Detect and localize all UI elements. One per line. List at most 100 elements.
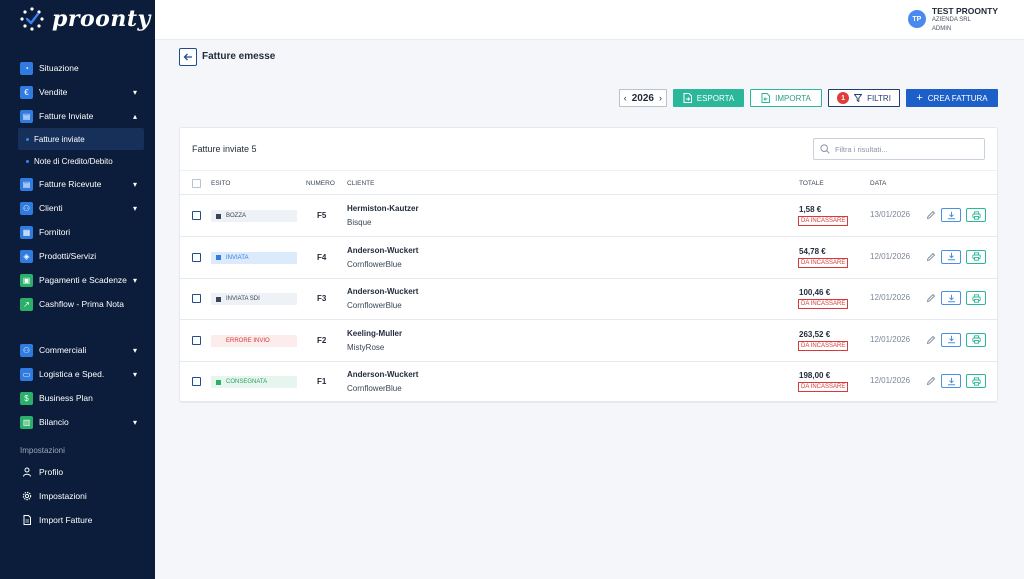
row-checkbox[interactable] [192, 294, 201, 303]
status-badge: ERRORE INVIO [211, 334, 297, 347]
sidebar-item-label: Situazione [39, 63, 79, 73]
sidebar-item-clienti[interactable]: ⚇ Clienti ▾ [0, 196, 155, 220]
payment-status-tag: DA INCASSARE [798, 216, 849, 226]
edit-button[interactable] [925, 334, 937, 346]
sidebar-subitem-fatture-inviate[interactable]: Fatture inviate [18, 128, 144, 150]
download-button[interactable] [941, 291, 961, 305]
sidebar-subitem-note-di-credito-debito[interactable]: Note di Credito/Debito [0, 150, 155, 172]
print-button[interactable] [966, 332, 986, 347]
sidebar-item-label: Prodotti/Servizi [39, 251, 97, 261]
user-menu[interactable]: TP TEST PROONTY AZIENDA SRL ADMIN [907, 6, 998, 34]
sidebar-item-situazione[interactable]: ◔ Situazione [0, 56, 155, 80]
filter-button[interactable]: 1 FILTRI [828, 89, 900, 107]
sidebar-spacer [0, 316, 155, 338]
chevron-icon: ▾ [132, 345, 137, 355]
create-invoice-button[interactable]: + CREA FATTURA [906, 89, 998, 107]
print-button[interactable] [966, 208, 986, 222]
select-all-checkbox[interactable] [192, 179, 201, 188]
client-name[interactable]: Keeling-Muller [347, 328, 403, 338]
sidebar-item-label: Fornitori [39, 227, 71, 237]
table-row[interactable]: ERRORE INVIO F2 Keeling-Muller MistyRose 263… [180, 320, 997, 362]
export-button[interactable]: ESPORTA [673, 89, 744, 107]
sidebar-item-profilo[interactable]: Profilo [0, 460, 155, 484]
clipboard-icon: ▥ [20, 415, 33, 429]
header-cliente: CLIENTE [347, 180, 375, 187]
print-button[interactable] [966, 249, 986, 264]
row-checkbox[interactable] [192, 377, 201, 386]
import-button[interactable]: IMPORTA [750, 89, 822, 107]
edit-button[interactable] [925, 292, 937, 304]
row-checkbox[interactable] [192, 252, 201, 262]
print-button[interactable] [966, 291, 986, 305]
chevron-icon: ▾ [132, 179, 137, 189]
pencil-icon [926, 210, 936, 220]
table-count: 5 [251, 144, 257, 154]
row-checkbox[interactable] [192, 335, 201, 345]
table-row[interactable]: INVIATA SDI F3 Anderson-Wuckert CornflowerB… [180, 278, 997, 320]
edit-button[interactable] [925, 209, 937, 221]
year-prev-button[interactable]: ‹ [623, 93, 627, 103]
client-name[interactable]: Hermiston-Kautzer [347, 204, 419, 213]
toolbar: ‹ 2026 › ESPORTA IMPORTA 1 FILTRI + CREA… [618, 89, 998, 107]
sidebar-item-prodotti-servizi[interactable]: ◈ Prodotti/Servizi [0, 244, 155, 268]
search-input[interactable]: Filtra i risultati... [813, 138, 985, 160]
sidebar-item-bilancio[interactable]: ▥ Bilancio ▾ [0, 410, 155, 434]
invoice-number: F4 [317, 252, 327, 262]
header-esito: ESITO [211, 180, 231, 187]
sidebar-item-fornitori[interactable]: ▦ Fornitori [0, 220, 155, 244]
edit-button[interactable] [925, 375, 937, 387]
sidebar-item-pagamenti-e-scadenze[interactable]: ▣ Pagamenti e Scadenze ▾ [0, 268, 155, 292]
payment-status-tag: DA INCASSARE [798, 299, 849, 309]
download-icon [947, 294, 955, 302]
payment-status-tag: DA INCASSARE [798, 382, 849, 392]
sidebar-item-label: Business Plan [39, 393, 93, 403]
brand-name: proonty [52, 6, 151, 32]
row-checkbox[interactable] [192, 211, 201, 220]
client-name[interactable]: Anderson-Wuckert [347, 245, 419, 255]
edit-button[interactable] [925, 251, 937, 263]
gear-icon [20, 490, 33, 503]
chevron-icon: ▾ [132, 203, 137, 213]
download-button[interactable] [941, 374, 961, 388]
download-button[interactable] [941, 332, 961, 347]
logo[interactable]: proonty [18, 4, 151, 34]
printer-icon [971, 293, 981, 303]
status-square-icon [216, 338, 221, 343]
status-label: CONSEGNATA [226, 379, 268, 385]
euro-icon: € [20, 85, 33, 99]
pencil-icon [926, 335, 936, 344]
table-row[interactable]: INVIATA F4 Anderson-Wuckert CornflowerBlue 5… [180, 237, 997, 279]
sidebar-item-cashflow-prima-nota[interactable]: ↗ Cashflow - Prima Nota [0, 292, 155, 316]
year-next-button[interactable]: › [659, 93, 662, 103]
sidebar-item-logistica-e-sped-[interactable]: ▭ Logistica e Sped. ▾ [0, 362, 155, 386]
back-button[interactable] [179, 48, 197, 66]
sidebar-item-label: Cashflow - Prima Nota [39, 299, 125, 309]
sidebar-item-impostazioni[interactable]: Impostazioni [0, 484, 155, 508]
document-icon: ▤ [20, 109, 33, 123]
status-label: INVIATA [226, 254, 249, 261]
download-button[interactable] [941, 249, 961, 264]
invoice-number: F5 [317, 211, 327, 220]
sidebar-item-fatture-ricevute[interactable]: ▤ Fatture Ricevute ▾ [0, 172, 155, 196]
payment-status-tag: DA INCASSARE [798, 257, 849, 268]
invoice-date: 13/01/2026 [870, 210, 911, 219]
arrow-left-icon [183, 53, 192, 61]
status-label: INVIATA SDI [226, 296, 260, 302]
year-selector: ‹ 2026 › [618, 89, 667, 107]
table-row[interactable]: BOZZA F5 Hermiston-Kautzer Bisque 1,58 € DA I… [180, 195, 997, 237]
sidebar-item-commerciali[interactable]: ⚇ Commerciali ▾ [0, 338, 155, 362]
sidebar-item-fatture-inviate[interactable]: ▤ Fatture Inviate ▴ [0, 104, 155, 128]
sidebar-item-business-plan[interactable]: $ Business Plan [0, 386, 155, 410]
create-label: CREA FATTURA [927, 93, 988, 103]
table-row[interactable]: CONSEGNATA F1 Anderson-Wuckert CornflowerBl… [180, 361, 997, 403]
sidebar-item-vendite[interactable]: € Vendite ▾ [0, 80, 155, 104]
download-button[interactable] [941, 208, 961, 222]
invoice-total: 263,52 € [799, 329, 831, 339]
user-role: ADMIN [931, 26, 952, 32]
sidebar-item-import-fatture[interactable]: Import Fatture [0, 508, 155, 532]
invoice-total: 54,78 € [799, 246, 826, 256]
client-name[interactable]: Anderson-Wuckert [347, 287, 419, 296]
print-button[interactable] [966, 374, 986, 388]
sidebar-item-label: Fatture Inviate [39, 111, 94, 121]
client-name[interactable]: Anderson-Wuckert [347, 370, 419, 379]
